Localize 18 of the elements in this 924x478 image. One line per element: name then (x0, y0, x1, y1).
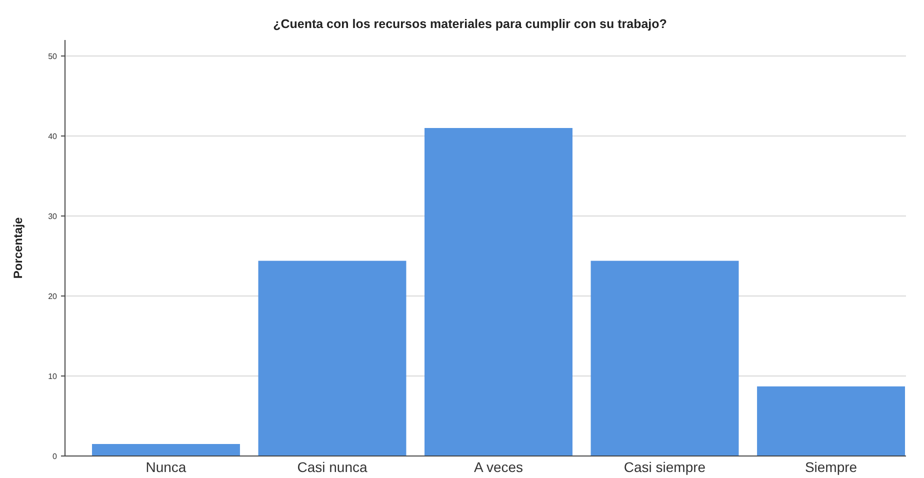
bar (590, 260, 739, 456)
x-tick-label: A veces (474, 459, 524, 475)
chart-title: ¿Cuenta con los recursos materiales para cumplir con su trabajo? (273, 17, 667, 31)
y-axis-title: Porcentaje (11, 216, 25, 279)
x-tick-label: Siempre (804, 459, 858, 475)
x-tick-label: Casi nunca (297, 459, 368, 475)
y-tick-label: 40 (48, 132, 58, 141)
y-tick-label: 0 (52, 452, 58, 461)
y-tick-label: 50 (48, 52, 58, 61)
x-tick-label: Casi siempre (624, 459, 706, 475)
bar (258, 260, 406, 456)
y-tick-label: 10 (48, 372, 58, 381)
bar (92, 444, 240, 456)
x-tick-label: Nunca (146, 459, 186, 475)
y-tick-label: 30 (48, 212, 58, 221)
bar (757, 386, 905, 456)
bar (424, 128, 572, 456)
y-tick-label: 20 (48, 292, 58, 301)
